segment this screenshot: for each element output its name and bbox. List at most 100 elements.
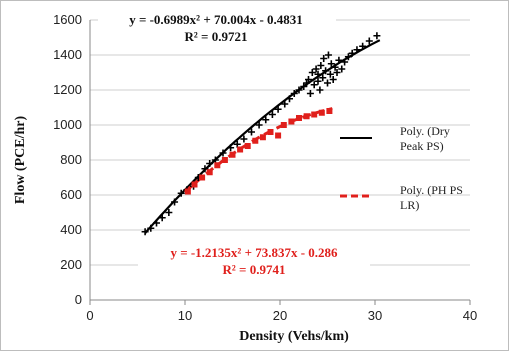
point-s1-4 bbox=[214, 162, 221, 169]
point-s1-14 bbox=[288, 118, 295, 125]
point-s0-5 bbox=[171, 198, 179, 206]
equation-red: y = -1.2135x² + 73.837x - 0.286 bbox=[170, 245, 338, 260]
point-s0-3 bbox=[158, 214, 166, 222]
point-s1-15 bbox=[296, 115, 302, 121]
y-tick-label-1000: 1000 bbox=[53, 117, 82, 132]
point-s0-14 bbox=[227, 144, 235, 152]
point-s0-13 bbox=[219, 149, 227, 157]
y-tick-label-1600: 1600 bbox=[53, 12, 82, 27]
point-s1-5 bbox=[221, 157, 228, 163]
y-axis-title: Flow (PCE/hr) bbox=[13, 116, 28, 205]
point-s1-16 bbox=[303, 113, 310, 120]
x-tick-label-10: 10 bbox=[178, 308, 192, 323]
point-s0-31 bbox=[310, 81, 318, 89]
y-tick-label-0: 0 bbox=[75, 292, 82, 307]
y-tick-label-200: 200 bbox=[60, 257, 82, 272]
point-s0-10 bbox=[201, 165, 209, 173]
point-s0-55 bbox=[373, 32, 381, 40]
point-s0-47 bbox=[335, 56, 343, 64]
x-tick-label-40: 40 bbox=[463, 308, 477, 323]
point-s0-20 bbox=[268, 111, 276, 118]
point-s0-25 bbox=[295, 86, 303, 94]
tick-labels: 0 200 400 600 800 1000 1200 1400 1600 0 10 20 30 40 bbox=[53, 12, 477, 323]
point-s0-28 bbox=[305, 76, 312, 83]
legend-label-dry-peak-line2: Peak PS) bbox=[400, 139, 444, 153]
point-s0-49 bbox=[341, 58, 349, 66]
x-tick-label-30: 30 bbox=[368, 308, 382, 323]
equation-red-bg bbox=[138, 240, 370, 278]
legend-label-dry-peak-line1: Poly. (Dry bbox=[400, 124, 450, 138]
legend-label-ph-ps-line1: Poly. (PH PS bbox=[400, 183, 463, 197]
point-s0-33 bbox=[314, 77, 322, 85]
point-s1-18 bbox=[318, 109, 325, 116]
point-s0-39 bbox=[322, 67, 330, 75]
point-s1-13 bbox=[280, 122, 287, 128]
point-s1-8 bbox=[244, 143, 251, 149]
point-s1-17 bbox=[311, 111, 318, 118]
point-s0-6 bbox=[177, 189, 185, 197]
equation-black-bg bbox=[98, 8, 336, 46]
x-axis-title: Density (Vehs/km) bbox=[239, 329, 349, 344]
point-s0-38 bbox=[320, 55, 328, 62]
y-tick-label-800: 800 bbox=[60, 152, 82, 167]
point-s1-7 bbox=[237, 146, 244, 153]
data-points bbox=[141, 32, 381, 236]
point-s0-16 bbox=[240, 135, 248, 143]
y-tick-label-1400: 1400 bbox=[53, 47, 82, 62]
point-s1-3 bbox=[206, 169, 213, 176]
r2-red: R² = 0.9741 bbox=[223, 262, 286, 277]
point-s0-0 bbox=[141, 228, 149, 236]
trendline-0 bbox=[144, 39, 381, 234]
point-s1-12 bbox=[275, 132, 282, 139]
r2-black: R² = 0.9721 bbox=[185, 29, 248, 44]
point-s0-18 bbox=[255, 121, 263, 129]
point-s0-51 bbox=[348, 49, 356, 57]
point-s0-44 bbox=[329, 76, 337, 83]
point-s0-37 bbox=[319, 74, 327, 82]
point-s0-23 bbox=[286, 95, 293, 103]
x-tick-label-0: 0 bbox=[86, 308, 93, 323]
point-s1-9 bbox=[252, 137, 259, 144]
axes bbox=[89, 20, 471, 305]
point-s0-53 bbox=[359, 42, 367, 50]
point-s0-45 bbox=[331, 63, 339, 71]
point-s0-46 bbox=[333, 69, 341, 76]
point-s0-29 bbox=[306, 90, 314, 97]
point-s0-41 bbox=[324, 51, 332, 59]
point-s0-52 bbox=[353, 46, 361, 54]
point-s0-21 bbox=[274, 105, 282, 113]
legend-label-ph-ps-line2: LR) bbox=[400, 198, 419, 212]
point-s0-50 bbox=[344, 53, 352, 61]
point-s0-1 bbox=[147, 224, 155, 232]
x-tick-label-20: 20 bbox=[273, 308, 287, 323]
y-tick-label-400: 400 bbox=[60, 222, 82, 237]
point-s0-19 bbox=[262, 116, 270, 124]
point-s0-35 bbox=[316, 86, 324, 94]
point-s1-6 bbox=[229, 151, 236, 158]
equation-black: y = -0.6989x² + 70.004x - 0.4831 bbox=[129, 12, 303, 27]
point-s0-34 bbox=[314, 70, 322, 78]
point-s0-24 bbox=[290, 90, 298, 97]
point-s0-48 bbox=[338, 65, 346, 73]
y-tick-label-1200: 1200 bbox=[53, 82, 82, 97]
point-s0-40 bbox=[324, 79, 331, 87]
point-s0-4 bbox=[165, 209, 173, 216]
point-s0-32 bbox=[312, 65, 320, 73]
point-s1-10 bbox=[259, 134, 266, 141]
point-s1-19 bbox=[326, 108, 333, 114]
point-s0-11 bbox=[206, 160, 214, 167]
point-s1-11 bbox=[267, 129, 274, 135]
point-s0-36 bbox=[317, 62, 325, 69]
y-tick-label-600: 600 bbox=[60, 187, 82, 202]
point-s1-1 bbox=[191, 181, 198, 188]
point-s1-2 bbox=[199, 174, 206, 181]
legend: Poly. (Dry Peak PS) Poly. (PH PS LR) bbox=[340, 124, 463, 212]
point-s0-17 bbox=[248, 128, 255, 136]
point-s1-0 bbox=[184, 188, 191, 195]
point-s0-30 bbox=[308, 69, 316, 76]
point-s0-42 bbox=[326, 70, 334, 78]
point-s0-2 bbox=[153, 219, 160, 227]
point-s0-43 bbox=[327, 60, 335, 68]
